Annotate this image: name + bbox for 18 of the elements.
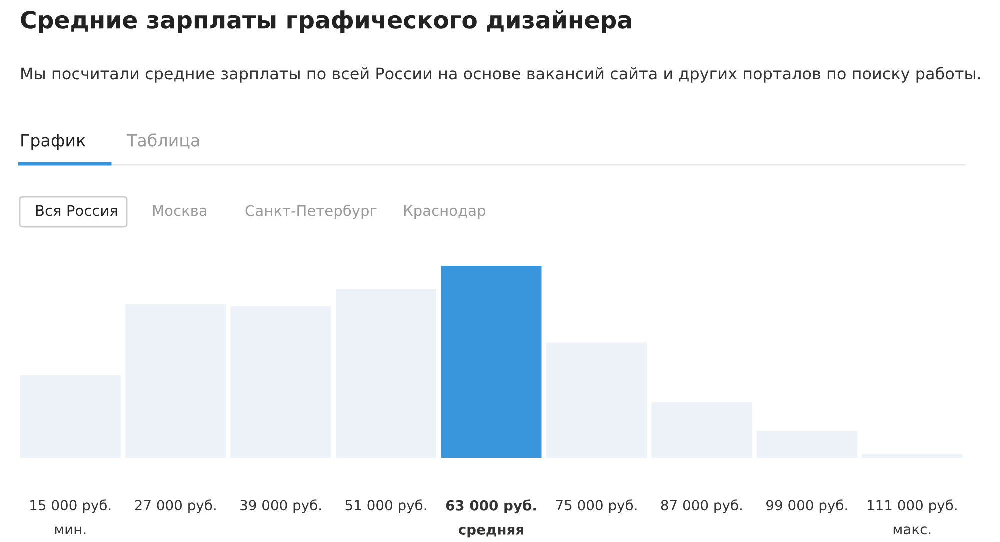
x-tick-label: 51 000 руб. bbox=[346, 500, 426, 514]
text: Москва bbox=[153, 205, 207, 216]
chart-title: Средние зарплаты графического дизайнера bbox=[21, 10, 632, 34]
text: График bbox=[22, 134, 86, 150]
chart-subtitle: Мы посчитали средние зарплаты по всей России на основе вакансий сайта и других порталов по поиску работы. bbox=[22, 67, 980, 83]
x-tick-label: 15 000 руб. мин. bbox=[30, 500, 111, 534]
text: Таблица bbox=[126, 134, 200, 149]
text: Санкт-Петербург bbox=[246, 204, 377, 220]
text: Вся Россия bbox=[36, 205, 118, 216]
bar bbox=[441, 266, 542, 458]
x-tick-label: 99 000 руб. bbox=[766, 500, 848, 514]
text: Краснодар bbox=[404, 205, 486, 220]
x-tick-label: 111 000 руб. макс. bbox=[868, 500, 957, 535]
x-tick-label: 63 000 руб. средняя bbox=[446, 500, 536, 538]
x-tick-label: 75 000 руб. bbox=[556, 500, 637, 514]
x-tick-label: 87 000 руб. bbox=[661, 500, 742, 514]
x-tick-label: 27 000 руб. bbox=[135, 500, 216, 514]
x-tick-label: 39 000 руб. bbox=[240, 500, 322, 514]
